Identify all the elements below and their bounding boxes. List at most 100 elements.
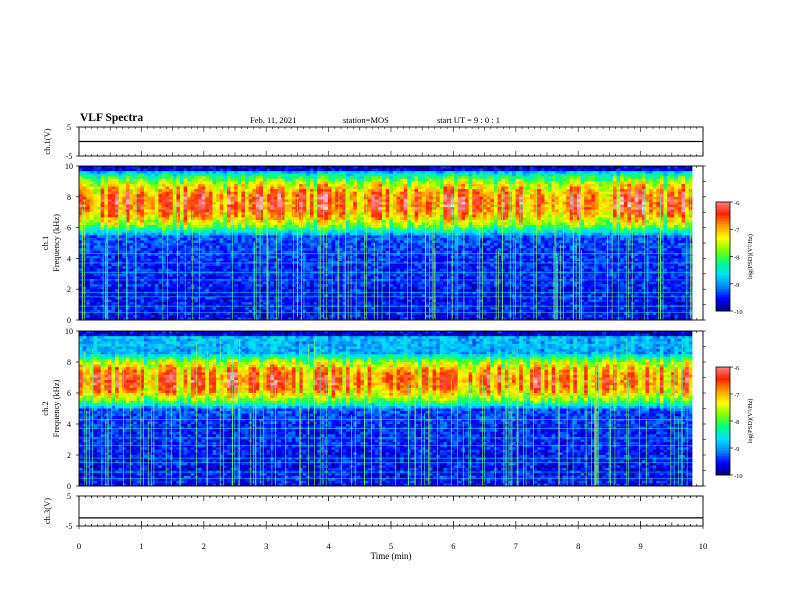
spectrogram-cell [234, 243, 239, 246]
spectrogram-cell [216, 191, 221, 195]
spectrogram-cell [172, 273, 177, 277]
spectrogram-cell [255, 225, 260, 228]
spectrogram-cell [111, 243, 116, 246]
spectrogram-cell [327, 201, 332, 205]
spectrogram-cell [198, 289, 203, 293]
spectrogram-cell [338, 302, 343, 305]
spectrogram-cell [176, 296, 181, 300]
spectrogram-cell [277, 212, 282, 216]
spectrogram-cell [219, 255, 224, 259]
spectrogram-cell [338, 219, 343, 223]
spectrogram-cell [252, 166, 257, 169]
spectrogram-cell [151, 217, 156, 221]
spectrogram-cell [133, 258, 138, 262]
spectrogram-cell [255, 250, 260, 254]
spectrogram-cell [226, 268, 231, 272]
spectrogram-cell [255, 253, 260, 257]
spectrogram-cell [208, 294, 213, 298]
spectrogram-cell [255, 201, 260, 205]
spectrogram-cell [115, 171, 120, 175]
spectrogram-cell [277, 309, 282, 313]
spectrogram-cell [107, 243, 112, 246]
spectrogram-cell [353, 235, 358, 239]
spectrogram-cell [194, 289, 199, 293]
spectrogram-cell [219, 314, 224, 318]
spectrogram-cell [288, 309, 293, 313]
spectrogram-cell [277, 317, 282, 321]
spectrogram-cell [248, 178, 253, 182]
spectrogram-cell [241, 271, 246, 275]
spectrogram-cell [129, 309, 134, 313]
spectrogram-cell [212, 276, 217, 280]
spectrogram-cell [208, 201, 213, 205]
spectrogram-cell [219, 217, 224, 221]
spectrogram-cell [194, 207, 199, 211]
spectrogram-cell [223, 255, 228, 259]
spectrogram-cell [93, 178, 98, 182]
spectrogram-cell [299, 183, 304, 187]
spectrogram-cell [252, 181, 257, 185]
spectrogram-cell [79, 260, 84, 264]
spectrogram-cell [107, 276, 112, 280]
spectrogram-cell [205, 183, 210, 187]
spectrogram-cell [107, 207, 112, 211]
spectrogram-cell [320, 260, 325, 264]
spectrogram-cell [86, 237, 91, 241]
spectrogram-cell [284, 189, 289, 193]
spectrogram-cell [176, 317, 181, 321]
spectrogram-cell [122, 278, 127, 282]
spectrogram-cell [360, 191, 365, 195]
spectrogram-cell [331, 273, 336, 277]
spectrogram-cell [205, 294, 210, 298]
spectrogram-cell [270, 291, 275, 295]
spectrogram-cell [288, 268, 293, 272]
spectrogram-cell [183, 217, 188, 221]
spectrogram-cell [151, 168, 156, 172]
spectrogram-cell [111, 227, 116, 231]
spectrogram-cell [143, 209, 148, 213]
spectrogram-cell [331, 255, 336, 259]
spectrogram-cell [147, 296, 152, 300]
spectrogram-cell [270, 296, 275, 300]
spectrogram-cell [327, 186, 332, 190]
spectrogram-cell [147, 191, 152, 195]
spectrogram-cell [129, 232, 134, 236]
ch1-voltage-ylabel: ch.1(V) [42, 128, 52, 154]
spectrogram-cell [118, 219, 123, 223]
spectrogram-cell [176, 286, 181, 290]
spectrogram-cell [97, 212, 102, 216]
spectrogram-cell [107, 173, 112, 177]
spectrogram-cell [93, 166, 98, 169]
spectrogram-cell [172, 186, 177, 190]
spectrogram-cell [270, 245, 275, 249]
spectrogram-cell [309, 253, 314, 257]
spectrogram-cell [284, 168, 289, 172]
spectrogram-cell [277, 245, 282, 249]
spectrogram-cell [237, 309, 242, 313]
spectrogram-cell [244, 268, 249, 272]
spectrogram-cell [234, 217, 239, 221]
spectrogram-cell [244, 296, 249, 300]
spectrogram-cell [147, 232, 152, 236]
spectrogram-cell [93, 194, 98, 198]
spectrogram-cell [111, 201, 116, 205]
spectrogram-cell [208, 183, 213, 187]
spectrogram-cell [331, 178, 336, 182]
spectrogram-cell [143, 278, 148, 282]
spectrogram-cell [104, 196, 109, 200]
spectrogram-cell [320, 286, 325, 290]
spectrogram-cell [133, 253, 138, 257]
spectrogram-cell [140, 191, 145, 195]
spectrogram-cell [230, 173, 235, 177]
spectrogram-cell [313, 196, 318, 200]
spectrogram-cell [299, 173, 304, 177]
spectrogram-cell [104, 168, 109, 172]
spectrogram-cell [201, 248, 206, 252]
spectrogram-cell [309, 314, 314, 318]
spectrogram-cell [270, 260, 275, 264]
spectrogram-cell [360, 171, 365, 175]
spectrogram-cell [248, 296, 253, 300]
spectrogram-cell [136, 317, 141, 321]
spectrogram-cell [360, 230, 365, 234]
spectrogram-cell [198, 186, 203, 190]
